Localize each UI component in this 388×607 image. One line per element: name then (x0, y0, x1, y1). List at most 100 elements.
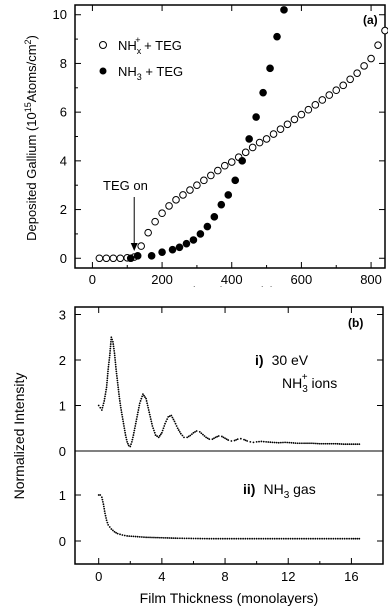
gas-point-23 (123, 534, 126, 537)
ions-point-162 (205, 436, 208, 439)
gas-point-124 (346, 537, 348, 540)
gas-point-116 (327, 537, 330, 540)
ions-point-216 (320, 442, 323, 445)
legend-filled-circle-marker (99, 67, 107, 75)
ions-point-220 (328, 442, 331, 445)
ions-point-59 (118, 393, 120, 396)
teg-on-arrowhead (130, 242, 138, 251)
gas-point-125 (348, 537, 351, 540)
nh3-teg-point-0 (126, 254, 135, 263)
ions-point-195 (277, 441, 280, 444)
gas-point-18 (113, 530, 116, 533)
ions-point-105 (141, 395, 144, 398)
a-ytick-label-3: 6 (60, 105, 67, 120)
ions-point-143 (174, 422, 177, 425)
ions-point-231 (350, 443, 353, 446)
ions-point-131 (161, 429, 164, 432)
nh3-teg-point-14 (238, 157, 246, 165)
ions-point-178 (236, 438, 239, 441)
ions-point-185 (255, 441, 258, 443)
ions-point-144 (175, 425, 178, 427)
ions-point-71 (122, 420, 125, 423)
ions-point-196 (279, 441, 282, 444)
ions-point-158 (198, 430, 201, 433)
gas-point-71 (226, 537, 229, 540)
ions-point-35 (111, 338, 114, 341)
b-xtick-label-2: 8 (221, 569, 228, 584)
ions-point-75 (123, 429, 126, 432)
ions-point-122 (152, 427, 155, 430)
gas-point-60 (201, 537, 204, 540)
panel-b-xlabel: Film Thickness (monolayers) (140, 590, 319, 606)
ions-point-70 (121, 418, 124, 421)
ions-point-99 (137, 409, 140, 411)
gas-point-13 (106, 521, 109, 524)
ions-point-9 (104, 393, 107, 396)
b-xtick-label-4: 16 (344, 569, 358, 584)
gas-point-78 (242, 537, 245, 540)
gas-point-81 (248, 537, 251, 540)
b-upper-ytick-label-1: 1 (59, 399, 66, 414)
gas-point-43 (164, 536, 167, 539)
ions-point-132 (162, 427, 165, 430)
ions-point-177 (235, 438, 238, 441)
gas-point-51 (181, 537, 184, 540)
panel-a-marks (95, 6, 388, 263)
nhx-teg-point-22 (248, 143, 257, 152)
gas-point-53 (185, 537, 188, 540)
ions-point-123 (153, 429, 155, 432)
panel-a-legend: NHx+ + TEG NH3 + TEG (99, 35, 183, 82)
ions-point-83 (129, 445, 132, 448)
ions-point-27 (109, 352, 111, 355)
ions-point-180 (243, 438, 245, 441)
ions-point-108 (144, 396, 146, 399)
gas-point-68 (219, 537, 222, 540)
series-i-label-line1: i) 30 eV (255, 352, 309, 368)
nhx-teg-point-17 (214, 166, 222, 175)
nh3-teg-point-4 (168, 245, 177, 254)
gas-point-46 (170, 537, 173, 539)
ions-point-97 (136, 413, 139, 416)
b-upper-ytick-label-3: 3 (59, 308, 66, 323)
ions-point-142 (173, 420, 176, 423)
ions-point-85 (130, 441, 133, 443)
gas-point-48 (174, 537, 177, 540)
ions-point-120 (150, 422, 153, 425)
gas-point-127 (352, 537, 355, 540)
ions-point-17 (106, 375, 109, 377)
gas-point-22 (121, 534, 124, 536)
legend-series-1: NHx+ + TEG (118, 35, 182, 56)
ions-point-139 (170, 414, 173, 417)
ions-point-164 (208, 438, 211, 441)
ions-point-100 (137, 406, 140, 409)
gas-point-32 (143, 536, 145, 539)
ions-point-93 (134, 422, 137, 425)
nhx-teg-point-25 (269, 130, 278, 138)
ions-point-103 (139, 400, 142, 402)
gas-point-57 (194, 537, 197, 540)
gas-point-97 (285, 537, 287, 540)
gas-point-14 (107, 524, 110, 526)
gas-point-93 (276, 537, 278, 540)
ions-point-136 (166, 418, 169, 421)
legend-series-2: NH3 + TEG (118, 64, 183, 82)
ions-point-36 (112, 340, 114, 343)
gas-point-49 (176, 537, 179, 540)
nh3-teg-point-10 (210, 213, 219, 221)
ions-point-53 (116, 379, 119, 382)
ions-point-58 (117, 390, 120, 393)
gas-point-90 (269, 537, 272, 540)
ions-point-184 (252, 441, 255, 444)
ions-point-213 (314, 442, 317, 445)
ions-point-1 (99, 406, 102, 409)
a-xtick-label-0: 0 (89, 272, 96, 287)
ions-point-169 (217, 435, 220, 437)
ions-point-137 (167, 415, 170, 418)
ions-point-89 (132, 431, 135, 434)
gas-point-79 (244, 537, 247, 540)
gas-point-40 (159, 536, 161, 539)
ions-point-25 (108, 356, 111, 359)
ions-point-224 (336, 442, 339, 445)
ions-point-111 (146, 402, 149, 405)
